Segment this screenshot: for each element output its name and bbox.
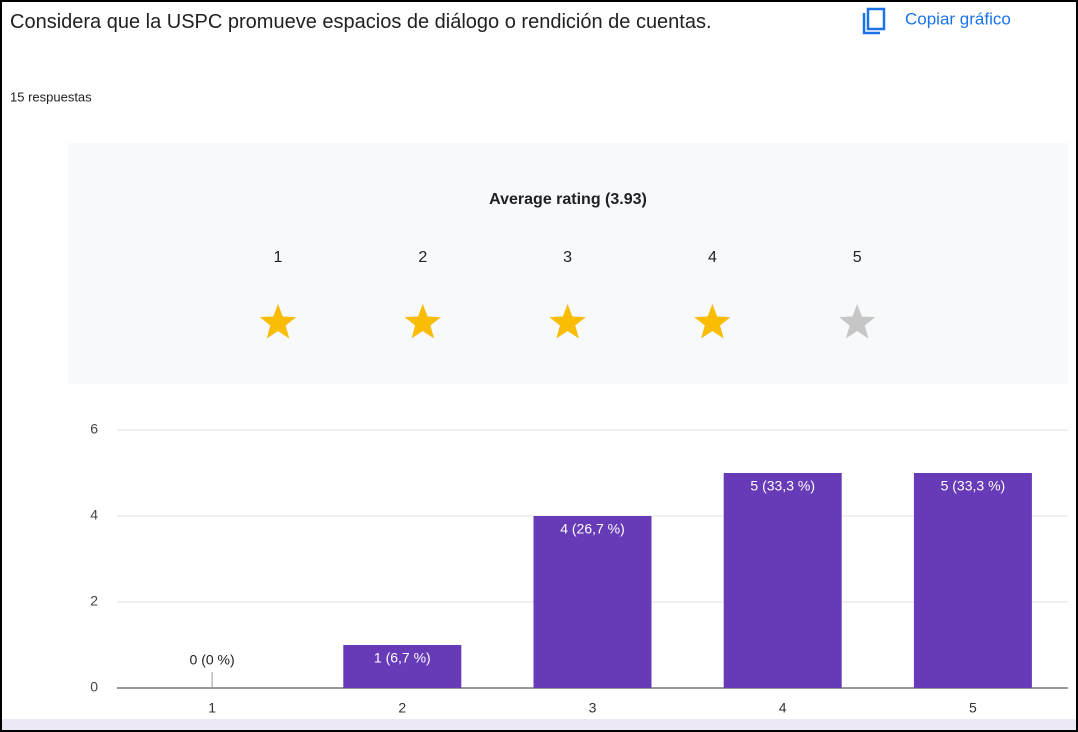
x-tick-label: 3: [589, 700, 597, 716]
value-label: 0 (0 %): [190, 652, 235, 668]
y-tick-label: 6: [90, 421, 98, 437]
question-title: Considera que la USPC promueve espacios …: [10, 11, 712, 33]
bar: [913, 473, 1032, 688]
rating-panel: [68, 143, 1068, 384]
rating-title: Average rating (3.93): [489, 191, 647, 208]
value-label: 4 (26,7 %): [560, 521, 625, 537]
star-filled: [694, 304, 729, 339]
bar: [533, 516, 652, 688]
star-filled: [549, 304, 586, 339]
star-label: 4: [708, 249, 717, 266]
star-empty: [839, 304, 876, 339]
bar: [343, 645, 462, 688]
x-tick-label: 1: [208, 700, 216, 716]
bottom-strip: [2, 719, 1076, 730]
copy-icon-back[interactable]: [862, 13, 880, 35]
star-label: 3: [563, 249, 572, 266]
star-label: 2: [418, 249, 427, 266]
x-tick-label: 5: [969, 700, 977, 716]
x-tick-label: 2: [398, 700, 406, 716]
y-tick-label: 0: [90, 679, 98, 695]
star-label: 5: [853, 249, 862, 266]
bar: [723, 473, 842, 688]
value-label: 1 (6,7 %): [374, 650, 431, 666]
response-count: 15 respuestas: [10, 89, 92, 104]
copy-label[interactable]: Copiar gráfico: [905, 9, 1011, 28]
value-label: 5 (33,3 %): [941, 478, 1006, 494]
y-tick-label: 4: [90, 507, 98, 523]
star-filled: [404, 304, 441, 339]
title-box: Considera que la USPC promueve espacios …: [10, 11, 712, 33]
star-label: 1: [274, 249, 283, 266]
copy-button[interactable]: Copiar gráfico: [862, 7, 1011, 35]
copy-icon[interactable]: [866, 7, 886, 31]
star-filled: [259, 304, 297, 339]
x-tick-label: 4: [779, 700, 787, 716]
y-tick-label: 2: [90, 593, 98, 609]
value-label: 5 (33,3 %): [750, 478, 815, 494]
